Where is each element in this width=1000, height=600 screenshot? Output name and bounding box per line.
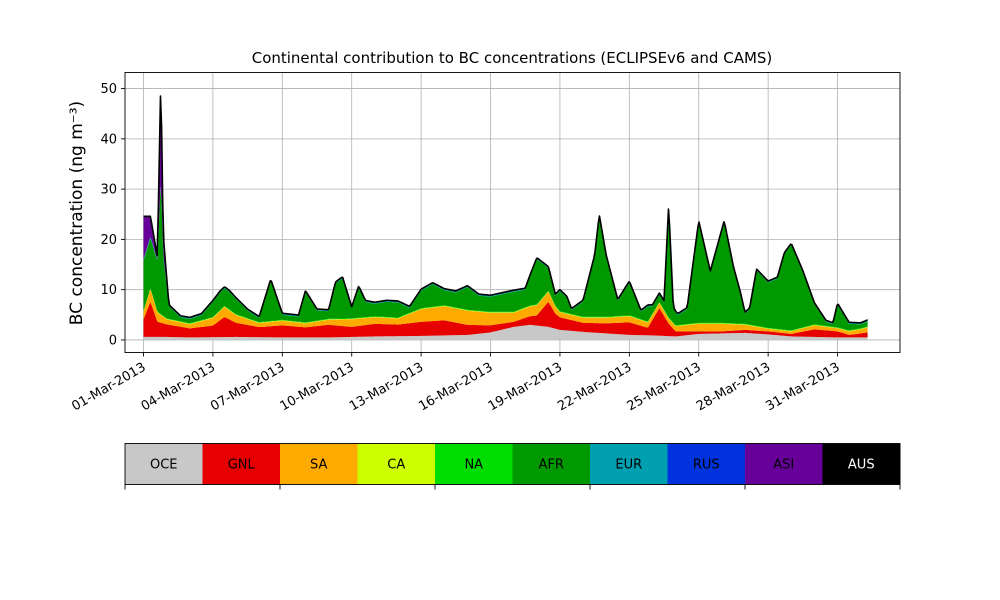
colorbar-legend: OCE GNL SA CA NA AFR EUR RUS ASI AUS bbox=[124, 443, 901, 490]
legend-swatch-aus bbox=[822, 443, 901, 485]
area-oce bbox=[143, 324, 868, 340]
area-sa bbox=[143, 289, 868, 335]
chart-title: Continental contribution to BC concentra… bbox=[252, 49, 773, 67]
total-concentration-line bbox=[143, 95, 868, 324]
colorbar-frame bbox=[124, 443, 901, 485]
legend-label-eur: EUR bbox=[615, 458, 642, 473]
y-tick-label: 20 bbox=[100, 233, 117, 248]
total-line bbox=[143, 95, 868, 324]
legend-label-asi: ASI bbox=[773, 458, 794, 473]
legend-swatch-ca bbox=[357, 443, 436, 485]
legend-swatch-asi bbox=[745, 443, 823, 485]
y-tick-label: 10 bbox=[100, 283, 117, 298]
legend-swatch-oce bbox=[125, 443, 203, 485]
legend-label-rus: RUS bbox=[693, 458, 720, 473]
legend-swatch-afr bbox=[512, 443, 591, 485]
legend-label-sa: SA bbox=[310, 458, 327, 473]
legend-label-gnl: GNL bbox=[228, 458, 256, 473]
legend-swatch-sa bbox=[280, 443, 358, 485]
y-tick-label: 0 bbox=[109, 333, 117, 348]
legend-swatch-rus bbox=[667, 443, 746, 485]
legend-swatch-eur bbox=[590, 443, 668, 485]
legend-label-na: NA bbox=[464, 458, 483, 473]
legend-swatch-gnl bbox=[202, 443, 281, 485]
legend-swatch-na bbox=[435, 443, 513, 485]
plot-frame bbox=[124, 72, 901, 353]
y-tick-label: 30 bbox=[100, 183, 117, 198]
y-tick-label: 40 bbox=[100, 132, 117, 147]
legend-label-afr: AFR bbox=[539, 458, 564, 473]
y-tick-label: 50 bbox=[100, 82, 117, 97]
area-afr bbox=[143, 187, 868, 331]
area-gnl bbox=[143, 302, 868, 338]
y-axis-label: BC concentration (ng m⁻³) bbox=[67, 101, 87, 325]
stacked-areas bbox=[143, 96, 868, 340]
legend-label-aus: AUS bbox=[848, 458, 875, 473]
legend-label-oce: OCE bbox=[150, 458, 178, 473]
y-axis: 0 10 20 30 40 50 bbox=[100, 82, 125, 348]
legend-label-ca: CA bbox=[387, 458, 405, 473]
